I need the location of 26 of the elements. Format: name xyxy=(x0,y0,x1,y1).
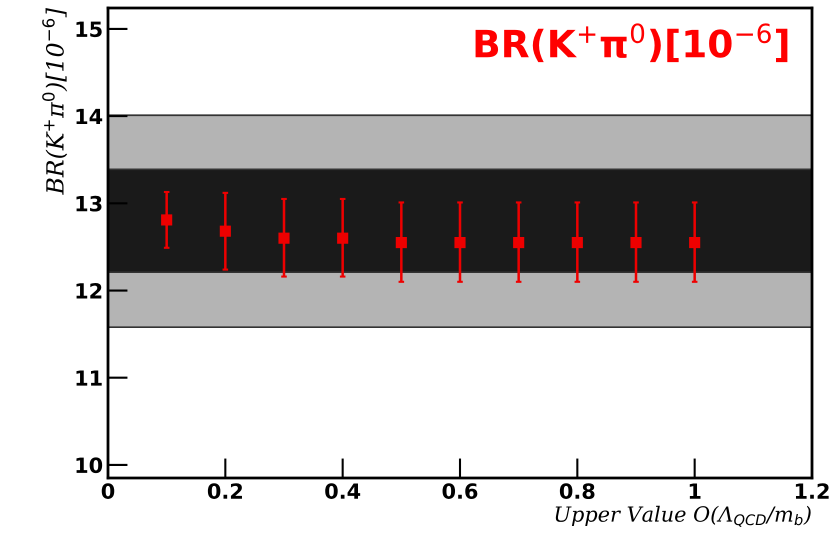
point xyxy=(689,237,700,248)
x-tick-label: 0.6 xyxy=(442,483,478,499)
point xyxy=(572,237,583,248)
x-tick-label: 1.2 xyxy=(796,483,829,499)
y-tick-label: 13 xyxy=(76,196,102,212)
point xyxy=(513,237,524,248)
x-tick-label: 0 xyxy=(102,483,114,499)
y-tick-label: 12 xyxy=(76,282,102,298)
x-tick-label: 1 xyxy=(690,484,700,499)
point xyxy=(278,232,290,244)
x-tick-label: 0.2 xyxy=(208,483,242,499)
point xyxy=(396,237,407,248)
y-tick-label: 14 xyxy=(76,108,102,124)
point xyxy=(220,226,231,237)
x-axis-title: Upper Value O(Λ$_{QCD}$/m$_{b}$) xyxy=(556,506,811,527)
point xyxy=(337,232,348,244)
x-tick-label: 0.4 xyxy=(325,483,360,499)
y-axis-title: BR(K$^{+}$π$^{0}$)[10$^{−6}$] xyxy=(42,8,68,195)
x-tick-label: 0.8 xyxy=(560,483,594,499)
point xyxy=(454,237,466,248)
y-tick-label: 15 xyxy=(76,22,102,38)
y-tick-label: 10 xyxy=(76,457,102,474)
point xyxy=(630,237,642,248)
y-tick-label: 11 xyxy=(76,370,102,386)
annotation: BR(K$^{+}$π$^{0}$)[10$^{−6}$] xyxy=(476,23,788,62)
point xyxy=(161,214,172,226)
